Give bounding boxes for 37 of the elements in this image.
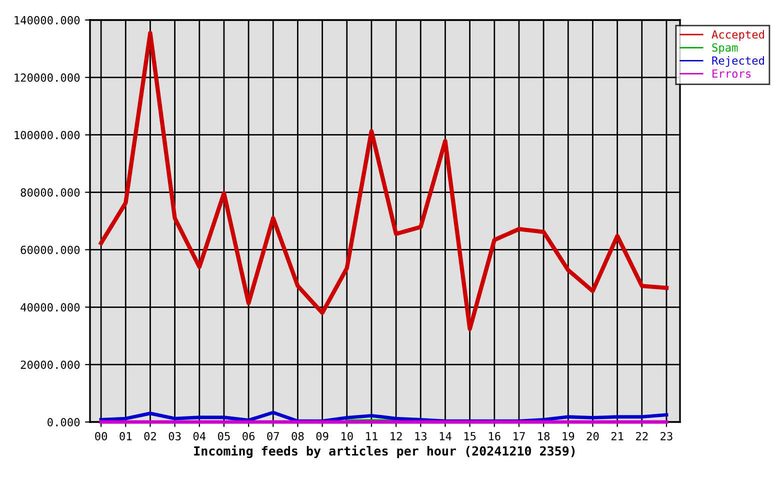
y-tick-label: 20000.000	[20, 360, 80, 369]
x-tick-label: 06	[242, 432, 255, 440]
x-tick-label: 17	[514, 432, 525, 440]
y-tick-label: 60000.000	[20, 246, 80, 254]
x-tick-label: 22	[636, 432, 648, 440]
x-axis-title: Incoming feeds by articles per hour (20241210 2359)	[194, 445, 575, 458]
x-tick-label: 23	[660, 432, 672, 440]
y-tick-label: 80000.000	[20, 188, 80, 197]
x-tick-label: 04	[193, 432, 206, 440]
y-tick-label: 140000.000	[14, 16, 80, 24]
x-tick-label: 11	[366, 432, 378, 440]
legend-label: Errors	[712, 70, 751, 78]
legend-label: Spam	[712, 43, 738, 54]
x-tick-label: 16	[489, 432, 500, 440]
x-tick-label: 02	[144, 432, 156, 440]
legend-label: Rejected	[712, 56, 764, 67]
x-tick-label: 19	[562, 432, 574, 440]
x-tick-label: 12	[390, 432, 402, 440]
x-tick-label: 07	[267, 432, 279, 440]
x-tick-label: 03	[168, 432, 181, 440]
x-tick-label: 08	[292, 432, 304, 440]
x-tick-label: 10	[342, 432, 353, 440]
y-tick-label: 40000.000	[20, 303, 80, 312]
x-tick-label: 14	[440, 432, 452, 440]
x-tick-label: 15	[464, 432, 476, 440]
x-tick-label: 21	[611, 432, 624, 440]
y-tick-label: 0.000	[48, 418, 80, 426]
x-tick-label: 13	[415, 432, 426, 440]
x-tick-label: 05	[218, 432, 230, 440]
y-tick-label: 100000.000	[14, 130, 80, 140]
x-tick-label: 00	[95, 432, 108, 440]
legend-label: Accepted	[712, 30, 764, 41]
x-tick-label: 09	[316, 432, 328, 440]
y-tick-label: 120000.000	[14, 73, 80, 82]
x-tick-label: 20	[586, 432, 599, 440]
x-tick-label: 18	[538, 432, 550, 440]
x-tick-label: 01	[120, 432, 132, 440]
